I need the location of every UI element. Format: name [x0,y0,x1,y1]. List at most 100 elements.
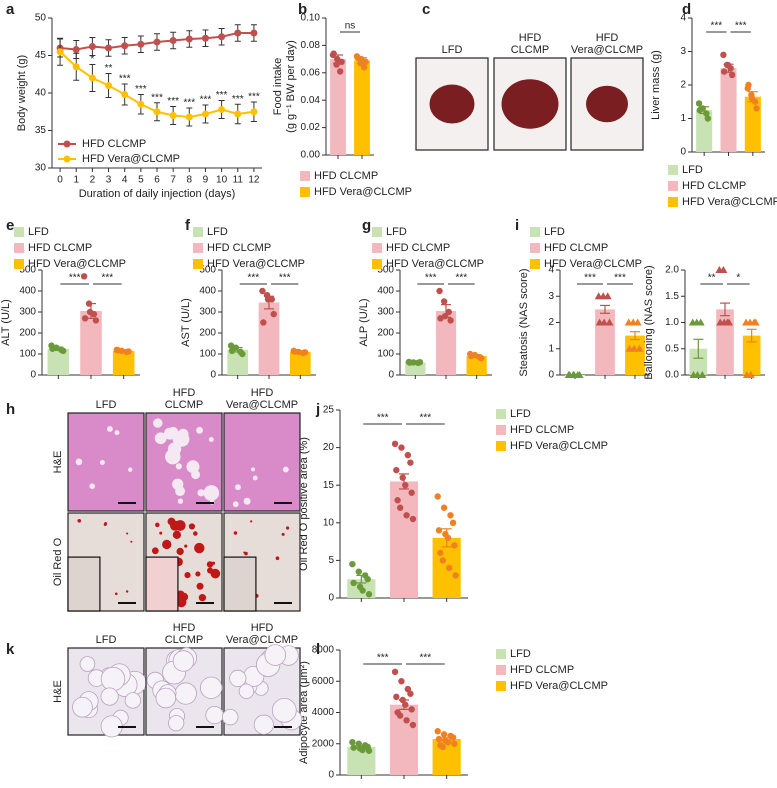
data-point [693,371,702,378]
liver [429,84,475,124]
cell [205,705,224,725]
legend-label: HFD Vera@CLCMP [82,153,180,165]
cell [79,656,96,672]
inset [145,556,179,612]
data-point [404,451,412,459]
y-tick-label: 2 [680,80,686,91]
y-tick-label: 1.0 [665,317,679,328]
micrograph [67,412,145,512]
point [218,106,226,113]
cell [282,466,289,473]
significance: ns [345,21,356,32]
x-tick-label: 3 [106,175,112,186]
data-point [360,64,368,71]
cell [208,437,214,443]
data-point [444,534,452,542]
significance: *** [119,74,131,85]
y-tick-label: 15 [323,480,335,491]
lipid [281,532,285,536]
data-point [396,712,404,719]
lipid [250,520,253,523]
data-point [228,347,236,355]
data-point [404,685,412,693]
y-tick-label: 200 [199,328,216,339]
point [234,29,242,37]
column-label: HFD [519,32,542,44]
x-tick-label: 9 [203,175,209,186]
panel-letter: c [422,1,430,18]
cell [200,676,223,699]
data-point [434,728,441,735]
legend-swatch [530,243,540,253]
legend-swatch [530,259,540,269]
y-tick-label: 45 [35,50,47,61]
column-label: HFD [173,387,196,399]
bar [625,335,645,375]
bar [354,60,370,155]
liver [586,85,628,123]
point [234,110,242,118]
point [218,33,226,41]
column-label: CLCMP [511,44,550,56]
data-point [704,115,712,122]
data-point [435,735,443,743]
point [121,42,129,50]
data-point [391,440,399,448]
data-point [407,459,414,466]
significance: *** [247,273,259,284]
point [137,100,145,108]
panel-letter: b [298,1,307,18]
y-tick-label: 8000 [312,645,335,656]
x-tick-label: 12 [248,175,260,186]
data-point [402,701,409,708]
y-tick-label: 0.10 [301,13,321,24]
legend-marker [63,140,71,148]
lipid [126,532,129,535]
significance: * [736,273,740,284]
data-point [439,743,447,751]
y-tick-label: 0.0 [665,370,679,381]
column-label: HFD [596,32,619,44]
data-point [408,706,415,713]
x-tick-label: 10 [216,175,228,186]
data-point [441,313,449,320]
y-axis-label: (g g⁻¹ BW per day) [285,40,297,133]
data-point [364,576,371,583]
y-tick-label: 1.5 [665,291,679,302]
y-tick-label: 0 [30,370,36,381]
data-point [398,678,405,685]
legend-label: HFD CLCMP [314,170,378,182]
data-point [336,68,344,75]
cell [253,714,274,735]
legend-swatch [372,259,382,269]
cell [165,448,181,465]
lipid [193,531,198,536]
y-tick-label: 200 [377,328,394,339]
y-tick-label: 5 [328,555,334,566]
y-tick-label: 4 [548,265,554,276]
data-point [633,318,642,326]
y-tick-label: 0 [328,593,334,604]
lipid [103,522,107,527]
x-axis-label: Duration of daily injection (days) [79,188,236,200]
data-point [446,564,453,572]
column-label: Vera@CLCMP [226,399,298,411]
data-point [394,497,401,504]
column-label: HFD [251,387,274,399]
column-label: Vera@CLCMP [571,44,643,56]
point [105,44,113,52]
lipid [213,573,218,578]
y-tick-label: 2 [548,317,554,328]
cell [175,463,182,470]
point [56,48,64,56]
column-label: CLCMP [165,399,204,411]
legend-swatch [668,197,678,207]
data-point [359,587,366,594]
lipid [130,540,133,543]
y-tick-label: 6000 [312,676,335,687]
data-point [635,344,644,352]
lipid [233,531,238,535]
data-point [434,493,441,500]
data-point [445,308,452,316]
cell [89,483,96,490]
